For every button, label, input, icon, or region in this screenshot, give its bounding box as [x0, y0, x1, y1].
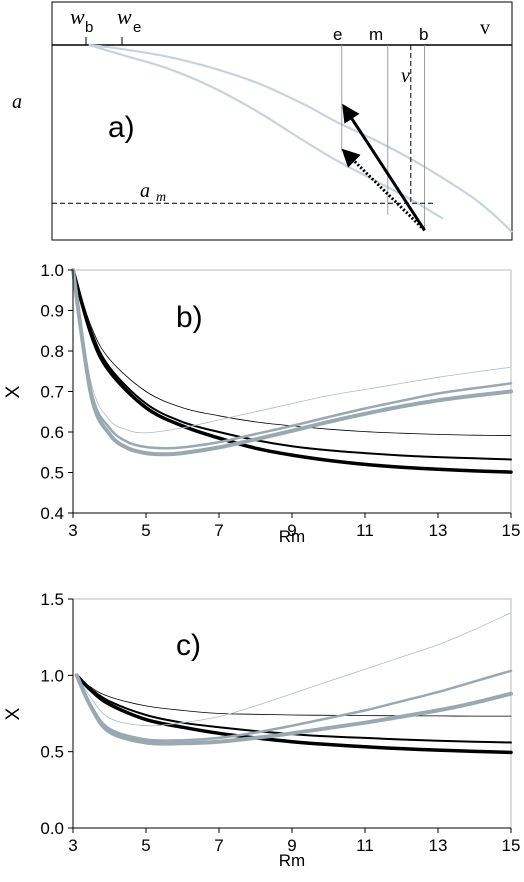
panel-b-series-6 — [71, 268, 513, 457]
panel-a-arrows — [341, 103, 426, 232]
panel-b-ytick-label: 1.0 — [40, 261, 64, 280]
panel-c-axes: 3 5 7 9 11 13 15 0.0 0.5 1.0 1.5 — [40, 590, 520, 855]
panel-b-ytick-label: 0.8 — [40, 342, 64, 361]
am-label: a — [140, 180, 150, 202]
panel-c: 3 5 7 9 11 13 15 0.0 0.5 1.0 1.5 c) Rm X — [3, 590, 520, 870]
v-italic-label: v — [401, 65, 410, 87]
panel-a-curve-inner — [88, 43, 444, 220]
wb-sub-label: b — [85, 19, 93, 36]
panel-c-xtick-label: 7 — [214, 836, 223, 855]
panel-b-series-4 — [72, 269, 512, 434]
panel-b-xtick-label: 7 — [214, 521, 223, 540]
panel-b-xtick-label: 9 — [287, 521, 296, 540]
panel-c-xtick-label: 3 — [68, 836, 77, 855]
panel-c-ytick-label: 1.5 — [40, 590, 64, 609]
panel-b-series-5 — [71, 268, 513, 450]
panel-c-xtick-label: 5 — [141, 836, 150, 855]
wb-label: w — [70, 4, 85, 29]
panel-b-ytick-label: 0.6 — [40, 423, 64, 442]
panel-a-curve-outer — [88, 43, 513, 233]
panel-a-guides — [52, 45, 434, 231]
panel-b-series-2 — [72, 269, 512, 461]
panel-c-xtick-label: 11 — [356, 836, 374, 855]
panel-c-ytick-label: 1.0 — [40, 666, 64, 685]
panel-b-xlabel: Rm — [279, 527, 305, 546]
panel-b-ylabel: X — [3, 385, 24, 398]
top-label-b: b — [419, 25, 428, 44]
top-label-v: v — [480, 17, 490, 39]
panel-b-axes: 3 5 7 9 11 13 15 0.4 0.5 0.6 0.7 0.8 0.9 1.0 — [40, 261, 520, 540]
panel-c-series-3 — [74, 673, 513, 755]
panel-b-xtick-label: 13 — [429, 521, 448, 540]
we-label: w — [117, 4, 132, 29]
panel-c-ytick-label: 0.0 — [40, 819, 64, 838]
panel-c-series-6 — [74, 673, 513, 746]
panel-c-ytick-label: 0.5 — [40, 743, 64, 762]
panel-b-series-1 — [72, 269, 512, 436]
panel-c-xtick-label: 9 — [287, 836, 296, 855]
panel-b-xtick-label: 5 — [141, 521, 150, 540]
top-label-m: m — [369, 25, 383, 44]
panel-a-label: a) — [108, 111, 135, 144]
panel-a-frame — [51, 1, 513, 241]
panel-b-xtick-label: 11 — [356, 521, 374, 540]
arrow-solid — [342, 103, 426, 232]
panel-c-series-4 — [76, 612, 512, 727]
panel-a: a a) w b w e e m b v v a m — [12, 1, 513, 241]
panel-b-ytick-label: 0.9 — [40, 302, 64, 321]
panel-a-ylabel: a — [12, 91, 22, 113]
panel-c-series — [74, 612, 513, 755]
panel-c-series-1 — [76, 674, 512, 717]
panel-c-xlabel: Rm — [279, 851, 305, 870]
panel-b-ytick-label: 0.4 — [40, 504, 64, 523]
panel-b-xtick-label: 3 — [68, 521, 77, 540]
panel-b-series-3 — [71, 268, 513, 474]
panel-c-xtick-label: 15 — [502, 836, 521, 855]
panel-c-label: c) — [176, 629, 201, 662]
panel-c-xtick-label: 13 — [429, 836, 448, 855]
panel-b-ytick-label: 0.5 — [40, 464, 64, 483]
we-sub-label: e — [133, 19, 141, 36]
panel-b-xtick-label: 15 — [502, 521, 521, 540]
panel-c-series-2 — [75, 674, 512, 744]
panel-b-label: b) — [176, 301, 203, 334]
panel-b-ytick-label: 0.7 — [40, 383, 64, 402]
panel-c-ylabel: X — [3, 707, 24, 720]
panel-b: 3 5 7 9 11 13 15 0.4 0.5 0.6 0.7 0.8 0.9 1.0 b) Rm X — [3, 261, 520, 546]
panel-b-series — [71, 268, 513, 474]
arrow-dotted — [341, 148, 426, 232]
am-sub-label: m — [156, 190, 166, 205]
panel-c-series-5 — [75, 669, 513, 742]
panel-a-curves — [88, 43, 513, 233]
top-label-e: e — [333, 25, 342, 44]
